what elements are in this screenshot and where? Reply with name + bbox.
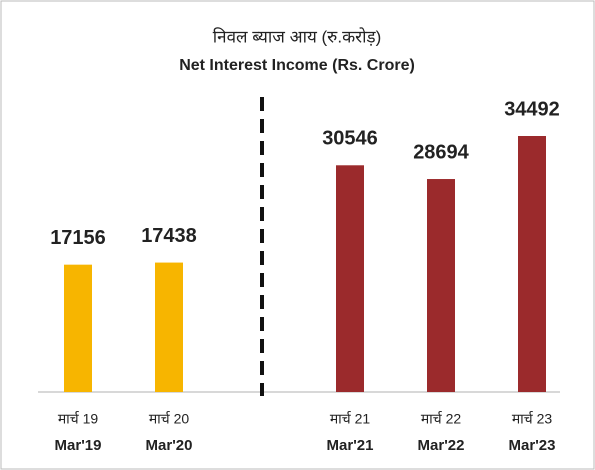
bar (336, 165, 364, 392)
value-label: 17156 (50, 227, 106, 249)
bar (64, 264, 92, 392)
chart-title: Net Interest Income (Rs. Crore) (179, 57, 415, 74)
x-tick-label: Mar'22 (418, 437, 465, 454)
bar (518, 136, 546, 392)
x-tick-label-hindi: मार्च 19 (58, 411, 99, 427)
value-label: 17438 (141, 225, 197, 247)
x-tick-label: Mar'20 (146, 437, 193, 454)
value-label: 30546 (322, 128, 378, 150)
x-tick-label-hindi: मार्च 20 (149, 411, 190, 427)
x-tick-label: Mar'23 (509, 437, 556, 454)
x-tick-label-hindi: मार्च 22 (421, 411, 462, 427)
x-tick-label-hindi: मार्च 23 (512, 411, 553, 427)
bar (427, 179, 455, 392)
value-label: 34492 (504, 98, 560, 120)
x-tick-label-hindi: मार्च 21 (330, 411, 371, 427)
bar (155, 262, 183, 392)
x-tick-label: Mar'21 (327, 437, 374, 454)
x-tick-label: Mar'19 (55, 437, 102, 454)
value-label: 28694 (413, 141, 469, 163)
chart-title-hindi: निवल ब्याज आय (रु.करोड़) (213, 26, 382, 46)
